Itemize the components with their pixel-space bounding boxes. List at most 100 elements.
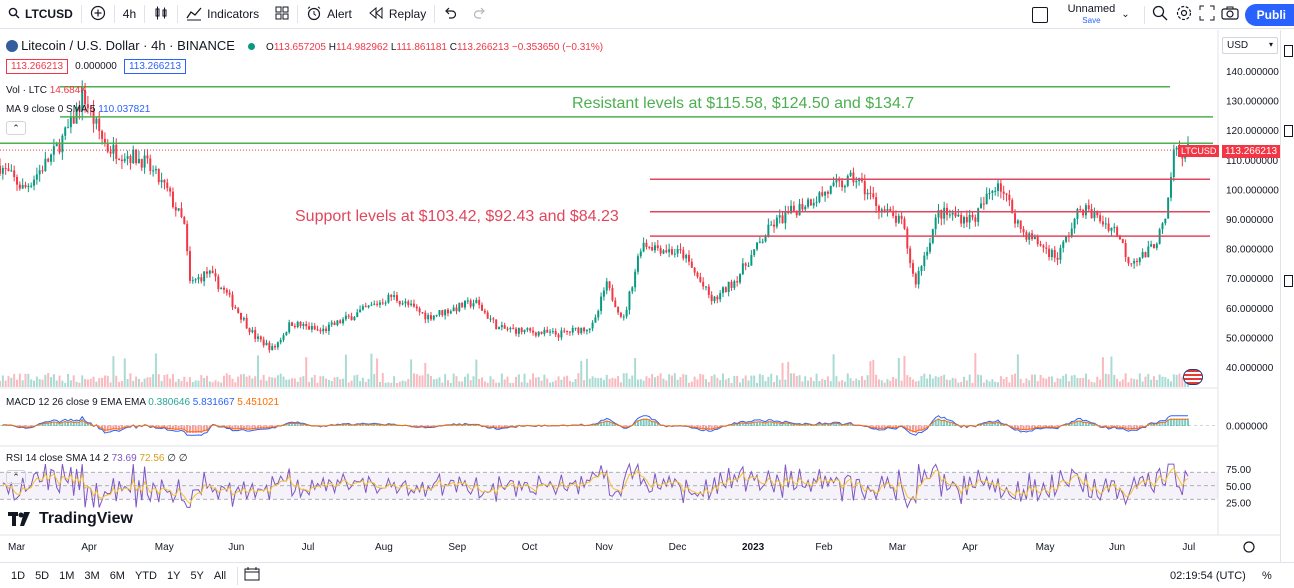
range-button-1y[interactable]: 1Y — [166, 569, 181, 582]
volume-bar — [149, 377, 152, 387]
volume-bar — [432, 379, 435, 387]
clock-label[interactable]: 02:19:54 (UTC) — [1170, 569, 1246, 582]
candle-body — [50, 154, 53, 162]
candle-body — [171, 191, 174, 208]
volume-bar — [44, 374, 47, 387]
volume-bar — [1011, 374, 1014, 387]
chart-canvas[interactable]: 140.000000 130.000000 120.000000 110.000000… — [0, 30, 1294, 562]
macd-histogram-bar — [268, 425, 271, 429]
candle-body — [566, 331, 569, 333]
candle-body — [665, 250, 668, 253]
range-button-5d[interactable]: 5D — [35, 569, 50, 582]
volume-bar — [687, 382, 690, 387]
watchlist-icon[interactable] — [1284, 45, 1293, 57]
chart-type-button[interactable] — [145, 0, 177, 29]
volume-bar — [566, 375, 569, 387]
volume-bar — [611, 377, 614, 387]
volume-bar — [1067, 381, 1070, 387]
macd-histogram-bar — [75, 421, 78, 426]
volume-bar — [350, 380, 353, 387]
volume-bar — [449, 382, 452, 387]
volume-bar — [982, 382, 985, 387]
ask-price-box[interactable]: 113.266213 — [123, 59, 187, 74]
camera-icon[interactable] — [1221, 5, 1239, 24]
interval-button[interactable]: 4h — [115, 0, 144, 29]
collapse-legend-button[interactable]: ⌃ — [6, 121, 26, 135]
candle-body — [628, 291, 631, 310]
macd-histogram-bar — [778, 422, 781, 426]
symbol-search[interactable]: LTCUSD — [0, 0, 81, 29]
candle-body — [1130, 263, 1133, 265]
volume-bar — [642, 380, 645, 387]
candle-body — [404, 301, 407, 304]
range-button-3m[interactable]: 3M — [84, 569, 100, 582]
candle-body — [1050, 249, 1053, 258]
fullscreen-icon[interactable] — [1199, 5, 1215, 24]
range-button-5y[interactable]: 5Y — [190, 569, 204, 582]
macd-signal-line — [2, 418, 1188, 433]
range-button-ytd[interactable]: YTD — [134, 569, 157, 582]
volume-bar — [1104, 373, 1107, 387]
macd-histogram-bar — [909, 425, 912, 432]
volume-bar — [154, 353, 157, 387]
chevron-down-icon[interactable]: ⌄ — [1121, 9, 1130, 20]
volume-bar — [974, 353, 977, 387]
collapse-rsi-button[interactable]: ⌃ — [6, 470, 26, 484]
candle-body — [194, 279, 197, 281]
alert-button[interactable]: Alert — [298, 0, 360, 29]
volume-bar — [271, 377, 274, 387]
candle-body — [169, 188, 172, 192]
sidebar-tool-icon[interactable] — [1284, 125, 1293, 137]
macd-histogram-bar — [648, 419, 651, 426]
candle-body — [911, 263, 914, 274]
sidebar-tool-icon[interactable] — [1284, 275, 1293, 287]
range-buttons: 1D 5D 1M 3M 6M YTD 1Y 5Y All — [0, 570, 231, 582]
range-button-6m[interactable]: 6M — [109, 569, 125, 582]
candle-body — [880, 209, 883, 213]
bid-price-box[interactable]: 113.266213 — [6, 59, 69, 74]
macd-histogram-bar — [781, 423, 784, 426]
layout-checkbox[interactable] — [1031, 6, 1048, 23]
volume-bar — [917, 380, 920, 387]
compare-button[interactable] — [82, 0, 114, 29]
volume-bar — [826, 376, 829, 387]
volume-bar — [203, 377, 206, 387]
percent-scale-toggle[interactable]: % — [1262, 569, 1272, 582]
redo-button[interactable] — [465, 0, 495, 29]
volume-bar — [282, 376, 285, 387]
candle-body — [985, 193, 988, 204]
volume-bar — [588, 378, 591, 387]
us-flag-icon[interactable] — [1183, 369, 1203, 385]
layout-name-button[interactable]: Unnamed Save — [1068, 3, 1116, 26]
currency-select[interactable]: USD ▾ — [1222, 37, 1278, 54]
range-button-1m[interactable]: 1M — [59, 569, 75, 582]
indicators-icon — [186, 5, 202, 24]
replay-button[interactable]: Replay — [360, 0, 434, 29]
time-tick-label: Nov — [595, 542, 613, 553]
candle-body — [568, 331, 571, 333]
volume-bar — [208, 381, 211, 387]
publish-button[interactable]: Publi — [1244, 3, 1294, 26]
indicators-button[interactable]: Indicators — [178, 0, 267, 29]
templates-button[interactable] — [267, 0, 297, 29]
macd-signal-value: 5.451021 — [237, 397, 280, 408]
candle-body — [894, 215, 897, 223]
candle-body — [648, 246, 651, 248]
volume-bar — [1065, 373, 1068, 387]
calendar-icon[interactable] — [244, 567, 260, 584]
undo-button[interactable] — [435, 0, 465, 29]
volume-bar — [1082, 377, 1085, 387]
ohlc-c-label: C — [449, 42, 457, 53]
candle-body — [370, 304, 373, 306]
quick-search-icon[interactable] — [1151, 4, 1169, 25]
gear-icon[interactable] — [1175, 4, 1193, 25]
volume-bar — [843, 381, 846, 387]
candle-body — [293, 325, 296, 328]
candle-body — [118, 158, 121, 160]
macd-histogram-bar — [591, 424, 594, 426]
candle-body — [288, 322, 291, 333]
range-button-all[interactable]: All — [213, 569, 227, 582]
volume-bar — [997, 382, 1000, 387]
macd-histogram-bar — [1019, 425, 1022, 431]
range-button-1d[interactable]: 1D — [11, 569, 26, 582]
